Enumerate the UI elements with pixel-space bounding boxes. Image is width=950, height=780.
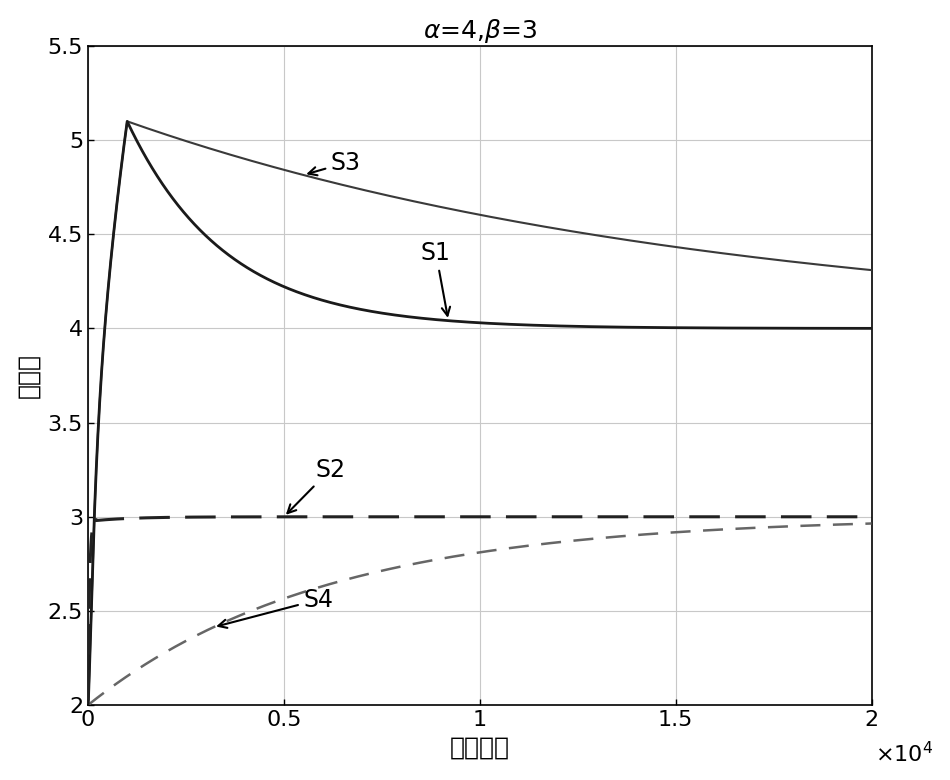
X-axis label: 迭代次数: 迭代次数 bbox=[449, 736, 510, 760]
Text: S2: S2 bbox=[288, 458, 345, 513]
Y-axis label: 参数値: 参数値 bbox=[17, 353, 41, 398]
Text: S1: S1 bbox=[421, 241, 451, 316]
Text: $\times10^4$: $\times10^4$ bbox=[876, 741, 934, 767]
Text: S3: S3 bbox=[309, 151, 361, 176]
Text: S4: S4 bbox=[218, 587, 333, 628]
Title: $\alpha$=4,$\beta$=3: $\alpha$=4,$\beta$=3 bbox=[423, 16, 537, 44]
